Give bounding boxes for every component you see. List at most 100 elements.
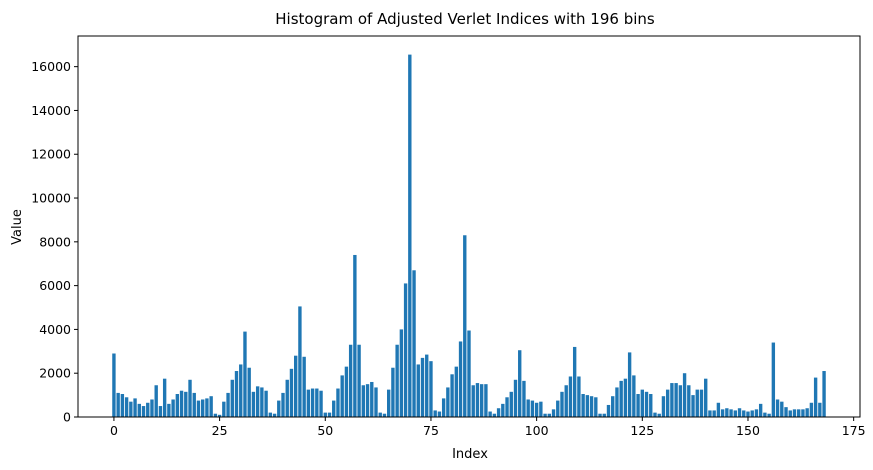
bar (302, 356, 306, 417)
bar (437, 411, 442, 417)
bar (513, 379, 518, 417)
plot-frame (77, 35, 861, 418)
bar (551, 409, 556, 417)
bar (344, 366, 349, 417)
y-axis: 0 2000 4000 6000 8000 10000 12000 14000 16000 (31, 59, 78, 425)
bar (264, 390, 268, 417)
bar (268, 412, 273, 417)
bar (678, 385, 683, 417)
bar (217, 414, 222, 417)
bar (222, 401, 226, 417)
bar (133, 398, 137, 417)
bar (441, 398, 446, 417)
y-tick-label: 0 (63, 410, 71, 425)
bar (733, 410, 737, 417)
bar (526, 399, 530, 417)
bar (801, 409, 805, 417)
bar (251, 391, 256, 417)
bar (416, 364, 420, 417)
bar (737, 408, 742, 417)
bar (767, 413, 771, 417)
bar (162, 378, 167, 417)
bar (699, 389, 704, 417)
bar (568, 376, 573, 417)
bar (754, 409, 759, 417)
bar (425, 354, 429, 417)
bar (649, 394, 653, 417)
bar (255, 386, 260, 417)
bar (120, 394, 125, 417)
bar (644, 391, 649, 417)
y-tick-label: 14000 (31, 103, 71, 118)
bar (560, 391, 564, 417)
bar (657, 413, 661, 417)
bar (272, 413, 277, 417)
x-tick-label: 25 (212, 423, 228, 438)
bar (463, 235, 467, 417)
bar (725, 408, 729, 417)
bar (234, 371, 239, 417)
bar (391, 367, 395, 417)
bar (310, 388, 315, 417)
bar (534, 402, 539, 417)
bar (818, 402, 822, 417)
bars-group (112, 54, 826, 418)
bar (704, 378, 708, 417)
bar (496, 408, 501, 417)
bar (594, 397, 598, 417)
bar (167, 403, 171, 417)
bar (589, 396, 594, 417)
bar (763, 412, 767, 417)
bar (196, 400, 201, 417)
bar (623, 378, 628, 417)
bar (395, 344, 399, 417)
x-tick-label: 100 (525, 423, 549, 438)
bar (606, 404, 611, 417)
bar (640, 389, 644, 417)
bar (188, 379, 192, 417)
x-tick-label: 150 (736, 423, 760, 438)
bar (353, 254, 357, 417)
bar (179, 390, 184, 417)
bar (201, 399, 205, 417)
bar (247, 367, 251, 417)
bar (129, 401, 133, 417)
bar (141, 406, 146, 417)
bar (522, 380, 526, 417)
bar (797, 409, 801, 417)
x-tick-label: 0 (110, 423, 118, 438)
x-axis-label: Index (452, 447, 488, 462)
bar (670, 383, 674, 417)
bar (471, 385, 475, 417)
bar (230, 379, 234, 417)
bar (509, 391, 513, 417)
bar (361, 385, 366, 417)
bar (488, 411, 492, 417)
bar (378, 412, 382, 417)
bar (382, 413, 387, 417)
bar (572, 346, 577, 417)
bar (454, 366, 459, 417)
y-tick-label: 16000 (31, 59, 71, 74)
y-tick-label: 10000 (31, 191, 71, 206)
bar (213, 413, 218, 417)
bar (399, 329, 404, 417)
bar (281, 392, 285, 417)
bar (171, 399, 175, 417)
bar (137, 403, 141, 417)
x-tick-label: 50 (317, 423, 333, 438)
bar (484, 384, 488, 417)
bar (429, 361, 433, 417)
bar (661, 396, 666, 417)
bar (433, 410, 437, 417)
bar (243, 331, 247, 417)
x-tick-label: 125 (630, 423, 654, 438)
bar (458, 341, 463, 417)
bar (682, 373, 687, 417)
bar (315, 388, 319, 417)
bar (336, 388, 340, 417)
bar (239, 364, 243, 417)
bar (116, 392, 120, 417)
bar (294, 355, 298, 417)
